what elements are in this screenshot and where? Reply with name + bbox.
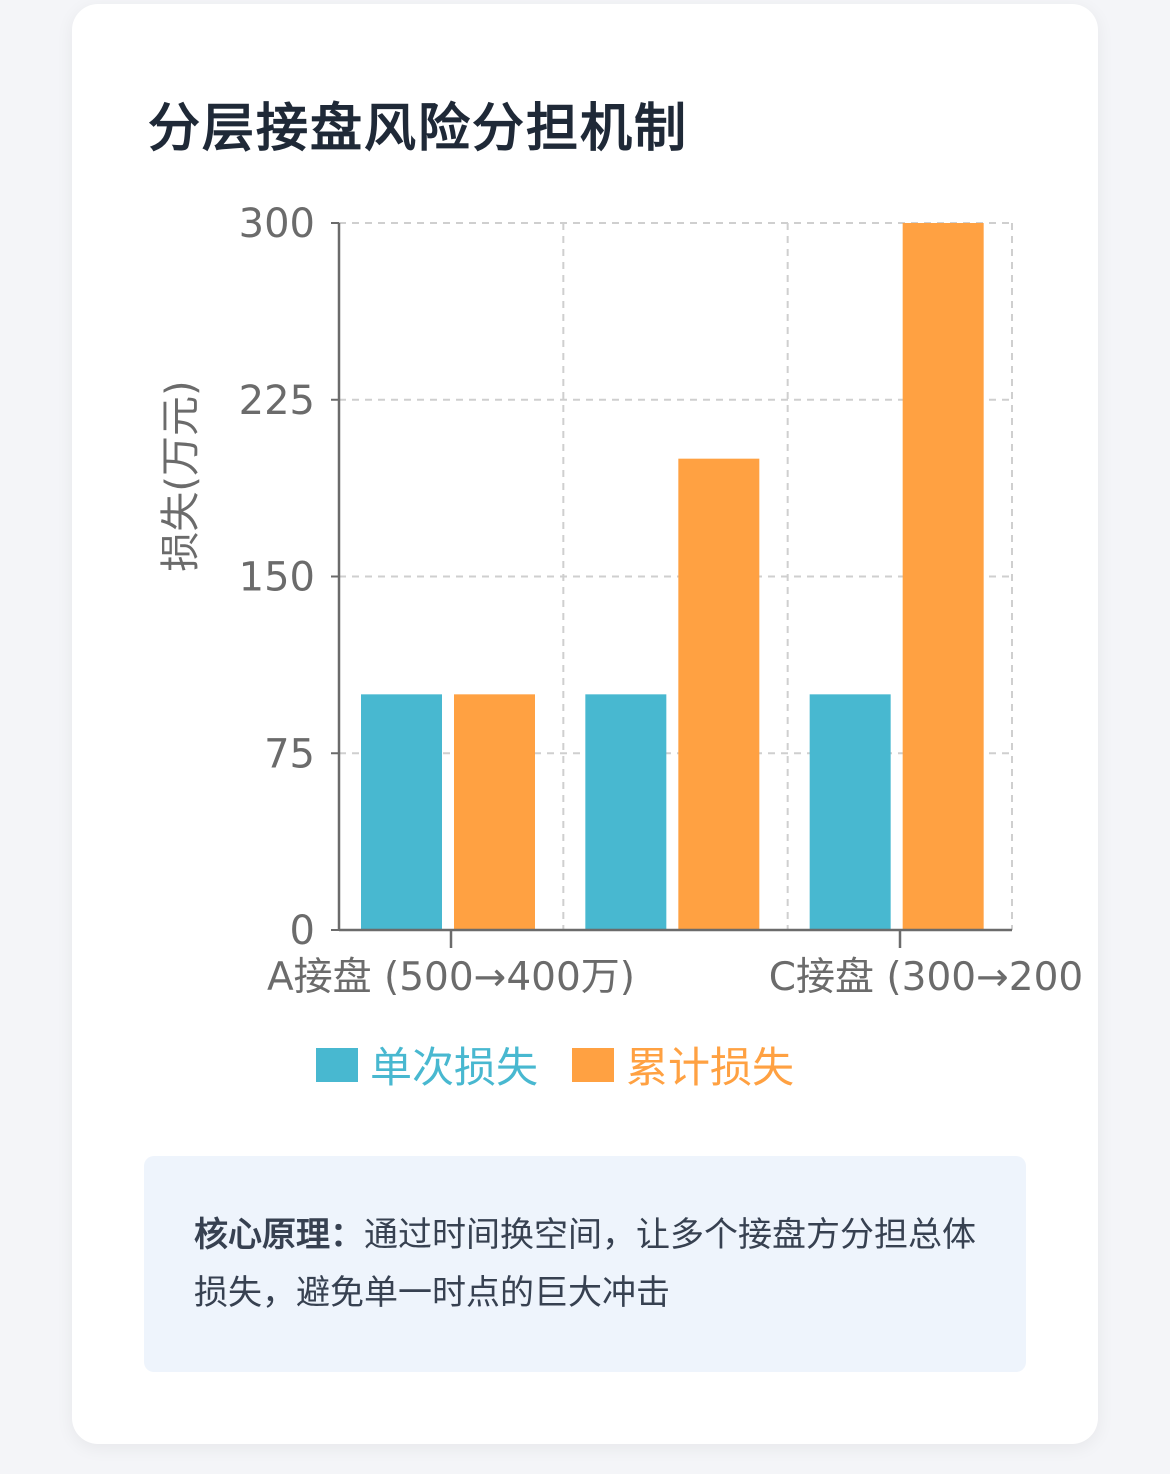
legend-item-cumulative-loss[interactable]: 累计损失 <box>572 1034 794 1095</box>
grid-lines <box>339 222 1013 930</box>
y-tick-label: 300 <box>239 201 315 247</box>
note-text: 通过时间换空间，让多个接盘方分担总体损失，避免单一时点的巨大冲击 <box>194 1215 976 1313</box>
y-tick-label: 150 <box>239 555 315 601</box>
legend-label-single-loss: 单次损失 <box>370 1043 539 1092</box>
legend-swatch-cumulative-loss <box>572 1047 615 1082</box>
chart-title: 分层接盘风险分担机制 <box>148 99 689 159</box>
bar-chart: 0 75 150 225 300 A接盘 (500→400万) C接盘 (300→200 损… <box>158 201 1084 1000</box>
chart-legend: 单次损失 累计损失 <box>316 1034 794 1095</box>
bar-single <box>361 694 442 930</box>
axes: 0 75 150 225 300 A接盘 (500→400万) C接盘 (300→200 <box>239 201 1084 1000</box>
bar-cumulative <box>902 223 984 930</box>
bar-cumulative <box>678 458 760 930</box>
bars <box>361 223 984 930</box>
y-tick-label: 0 <box>290 908 315 954</box>
x-tick-label: A接盘 (500→400万) <box>267 955 635 1000</box>
chart-card: 分层接盘风险分担机制 0 75 150 225 300 A接盘 (500→400万) C接盘… <box>72 4 1098 1444</box>
legend-swatch-single-loss <box>316 1047 358 1082</box>
bar-single <box>585 694 667 930</box>
y-axis-label: 损失(万元) <box>158 380 204 571</box>
bar-cumulative <box>454 694 535 930</box>
principle-note: 核心原理：通过时间换空间，让多个接盘方分担总体损失，避免单一时点的巨大冲击 <box>144 1156 1026 1372</box>
legend-label-cumulative-loss: 累计损失 <box>626 1043 795 1092</box>
y-tick-label: 225 <box>239 378 315 424</box>
bar-single <box>809 694 891 930</box>
note-label: 核心原理： <box>194 1215 364 1255</box>
x-tick-label: C接盘 (300→200 <box>769 955 1083 1000</box>
legend-item-single-loss[interactable]: 单次损失 <box>316 1034 538 1095</box>
y-tick-label: 75 <box>264 731 315 777</box>
